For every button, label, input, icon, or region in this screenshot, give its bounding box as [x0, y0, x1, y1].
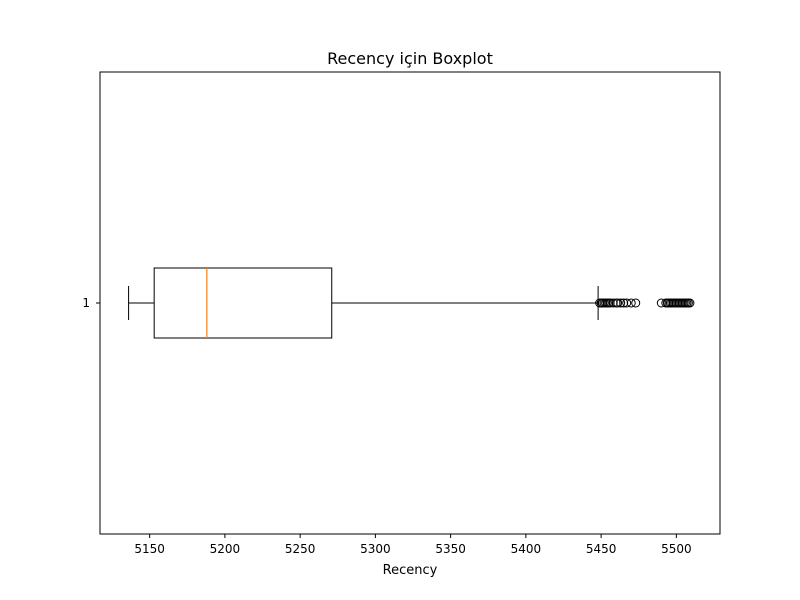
outlier-point	[616, 298, 626, 308]
x-tick-label: 5300	[360, 542, 391, 556]
outlier-point	[626, 298, 636, 308]
x-tick-label: 5450	[586, 542, 617, 556]
outlier-point	[622, 298, 632, 308]
x-tick-label: 5150	[134, 542, 165, 556]
x-tick-label: 5200	[210, 542, 241, 556]
x-tick-label: 5500	[661, 542, 692, 556]
y-axis-ticks: 1	[82, 296, 100, 310]
outlier-point	[631, 298, 641, 308]
x-tick-label: 5350	[435, 542, 466, 556]
y-tick-label: 1	[82, 296, 90, 310]
iqr-box	[153, 267, 333, 339]
outlier-point	[613, 298, 623, 308]
plot-area	[128, 267, 695, 339]
outlier-point	[685, 298, 695, 308]
x-axis-label: Recency	[383, 563, 438, 578]
x-tick-label: 5400	[511, 542, 542, 556]
x-axis-ticks: 5150 5200 5250 5300 5350 5400 5450 5500	[134, 534, 692, 556]
x-tick-label: 5250	[285, 542, 316, 556]
chart-title: Recency için Boxplot	[327, 49, 493, 68]
